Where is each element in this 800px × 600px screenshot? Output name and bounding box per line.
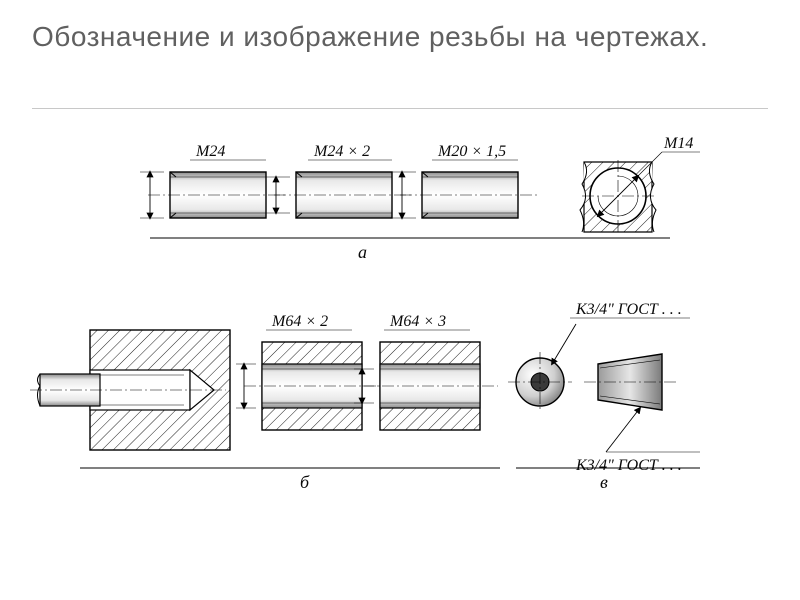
label-v-top: К3/4" ГОСТ . . . [575,301,682,318]
cyl-a3 [392,172,540,218]
row-v: К3/4" ГОСТ . . . [508,301,700,492]
conic-front [508,324,576,412]
label-a3: M20 × 1,5 [437,143,506,160]
label-b2: M64 × 3 [389,313,446,330]
row-a: M24 M24 × 2 [140,135,700,262]
title-rule [32,108,768,109]
row-letter-b: б [300,472,310,492]
row-b: M64 × 2 M64 × 3 [30,313,500,492]
slide-title: Обозначение и изображение резьбы на черт… [32,20,768,54]
cyl-a1 [140,172,288,218]
section-bolt [30,330,230,450]
drawing-svg: M24 M24 × 2 [0,120,800,580]
label-a1: M24 [195,143,225,160]
row-letter-v: в [600,472,608,492]
label-v-bottom: К3/4" ГОСТ . . . [575,457,682,474]
internal-1 [236,342,380,430]
cyl-a2 [266,172,414,218]
end-view-m14 [580,152,700,232]
conic-side [584,354,700,452]
label-a4: M14 [663,135,693,152]
label-a2: M24 × 2 [313,143,370,160]
label-b1: M64 × 2 [271,313,328,330]
drawing-stage: M24 M24 × 2 [0,120,800,580]
row-letter-a: а [358,242,367,262]
